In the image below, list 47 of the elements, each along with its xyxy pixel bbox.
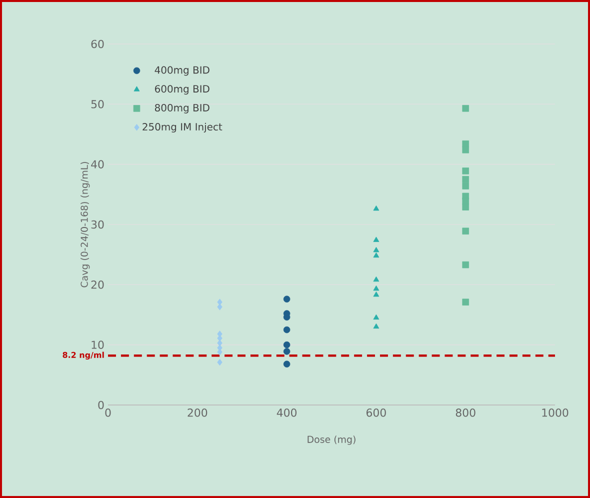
legend-label: 250mg IM Inject (142, 122, 222, 132)
point (283, 360, 290, 368)
point (283, 326, 290, 334)
legend-label: 400mg BID (154, 66, 210, 76)
x-tick-label: 400 (276, 408, 297, 417)
point (373, 236, 380, 242)
point (373, 276, 380, 282)
x-axis-title: Dose (mg) (308, 436, 356, 445)
y-axis-title: Cavg (0-24/0-168) (ng/mL) (80, 162, 90, 288)
point (462, 146, 469, 154)
legend-label: 600mg BID (155, 85, 210, 95)
point (373, 205, 380, 211)
point (373, 291, 380, 297)
point (462, 298, 469, 306)
point (373, 314, 380, 320)
point (462, 168, 469, 174)
point (373, 323, 380, 329)
point (462, 182, 469, 190)
point (283, 341, 290, 348)
point (462, 228, 469, 234)
point (462, 176, 469, 183)
y-tick-label: 0 (98, 400, 104, 410)
point (373, 252, 380, 258)
x-tick-label: 0 (105, 408, 111, 417)
point (217, 304, 222, 310)
point (283, 348, 290, 355)
point (373, 246, 380, 252)
y-tick-label: 20 (91, 280, 104, 289)
point (373, 285, 380, 291)
y-tick-label: 30 (91, 220, 104, 229)
legend-label: 800mg BID (154, 104, 210, 114)
y-tick-label: 50 (91, 100, 104, 108)
point (462, 198, 469, 204)
x-tick-label: 200 (188, 408, 208, 417)
point (217, 358, 222, 366)
y-tick-label: 60 (91, 40, 104, 48)
x-tick-label: 600 (366, 408, 386, 417)
point (462, 104, 469, 112)
point (462, 204, 469, 210)
x-tick-label: 1000 (542, 408, 568, 417)
x-tick-label: 800 (456, 408, 476, 417)
point (217, 340, 222, 346)
point (462, 261, 469, 268)
point (462, 140, 469, 148)
y-tick-label: 10 (92, 340, 104, 349)
point (283, 296, 290, 302)
y-tick-label: 40 (91, 160, 104, 168)
